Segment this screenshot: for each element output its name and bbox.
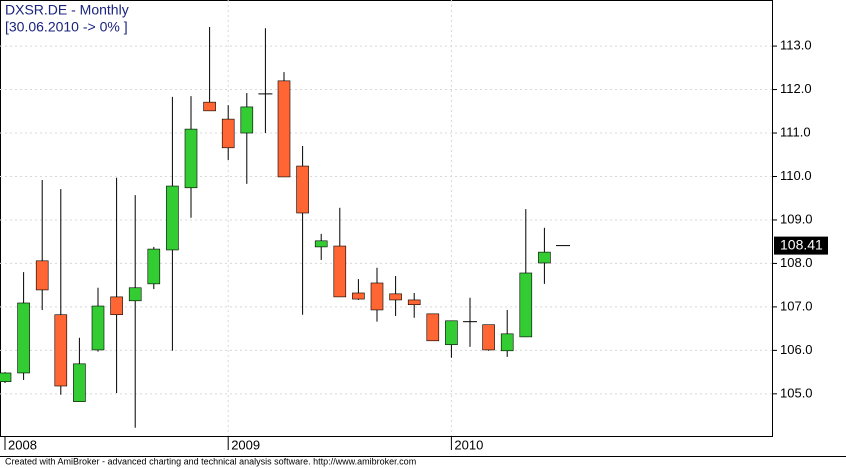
candle-body xyxy=(333,245,347,298)
y-tick-label: 106.0 xyxy=(780,342,813,357)
candle-body xyxy=(54,314,68,387)
candle-body xyxy=(519,272,533,338)
plot-frame xyxy=(0,0,773,437)
candle-body xyxy=(221,118,235,149)
y-tick-label: 109.0 xyxy=(780,211,813,226)
y-tick-label: 111.0 xyxy=(780,124,811,139)
candle-body xyxy=(240,106,254,134)
chart-subtitle: [30.06.2010 -> 0% ] xyxy=(5,19,128,35)
candle-body xyxy=(500,333,514,352)
candle-body xyxy=(91,305,105,351)
x-tick-label: 2009 xyxy=(231,437,260,452)
candle-body xyxy=(370,282,384,311)
y-tick-label: 105.0 xyxy=(780,385,813,400)
candle-body xyxy=(352,292,365,300)
candle-body xyxy=(166,185,179,251)
candle-body xyxy=(482,324,495,351)
candle-body xyxy=(184,128,198,189)
x-tick-label: 2010 xyxy=(454,437,483,452)
y-tick-label: 107.0 xyxy=(780,298,813,313)
y-tick-label: 110.0 xyxy=(780,168,812,183)
candle-body xyxy=(73,363,86,402)
candle-body xyxy=(389,293,402,301)
candle-body xyxy=(407,299,421,306)
candle-body xyxy=(35,260,49,291)
last-price-label: 108.41 xyxy=(780,236,823,252)
candle-body xyxy=(110,296,123,316)
candle-body xyxy=(128,287,142,302)
candle-body xyxy=(445,320,458,346)
candle-body xyxy=(277,80,291,178)
y-tick-label: 113.0 xyxy=(780,38,812,53)
candle-body xyxy=(17,302,30,374)
last-price-box xyxy=(774,236,828,255)
candle-body xyxy=(314,240,328,248)
x-tick-label: 2008 xyxy=(8,437,37,452)
y-tick-label: 112.0 xyxy=(780,81,812,96)
footer: Created with AmiBroker - advanced charti… xyxy=(5,456,416,466)
candle-body xyxy=(296,165,309,214)
candle-body xyxy=(0,372,12,382)
candle-body xyxy=(538,251,551,264)
y-tick-label: 108.0 xyxy=(780,255,813,270)
candle-body xyxy=(203,101,216,112)
chart-title: DXSR.DE - Monthly xyxy=(5,2,129,18)
candle-body xyxy=(147,248,161,285)
candle-body xyxy=(426,313,440,342)
